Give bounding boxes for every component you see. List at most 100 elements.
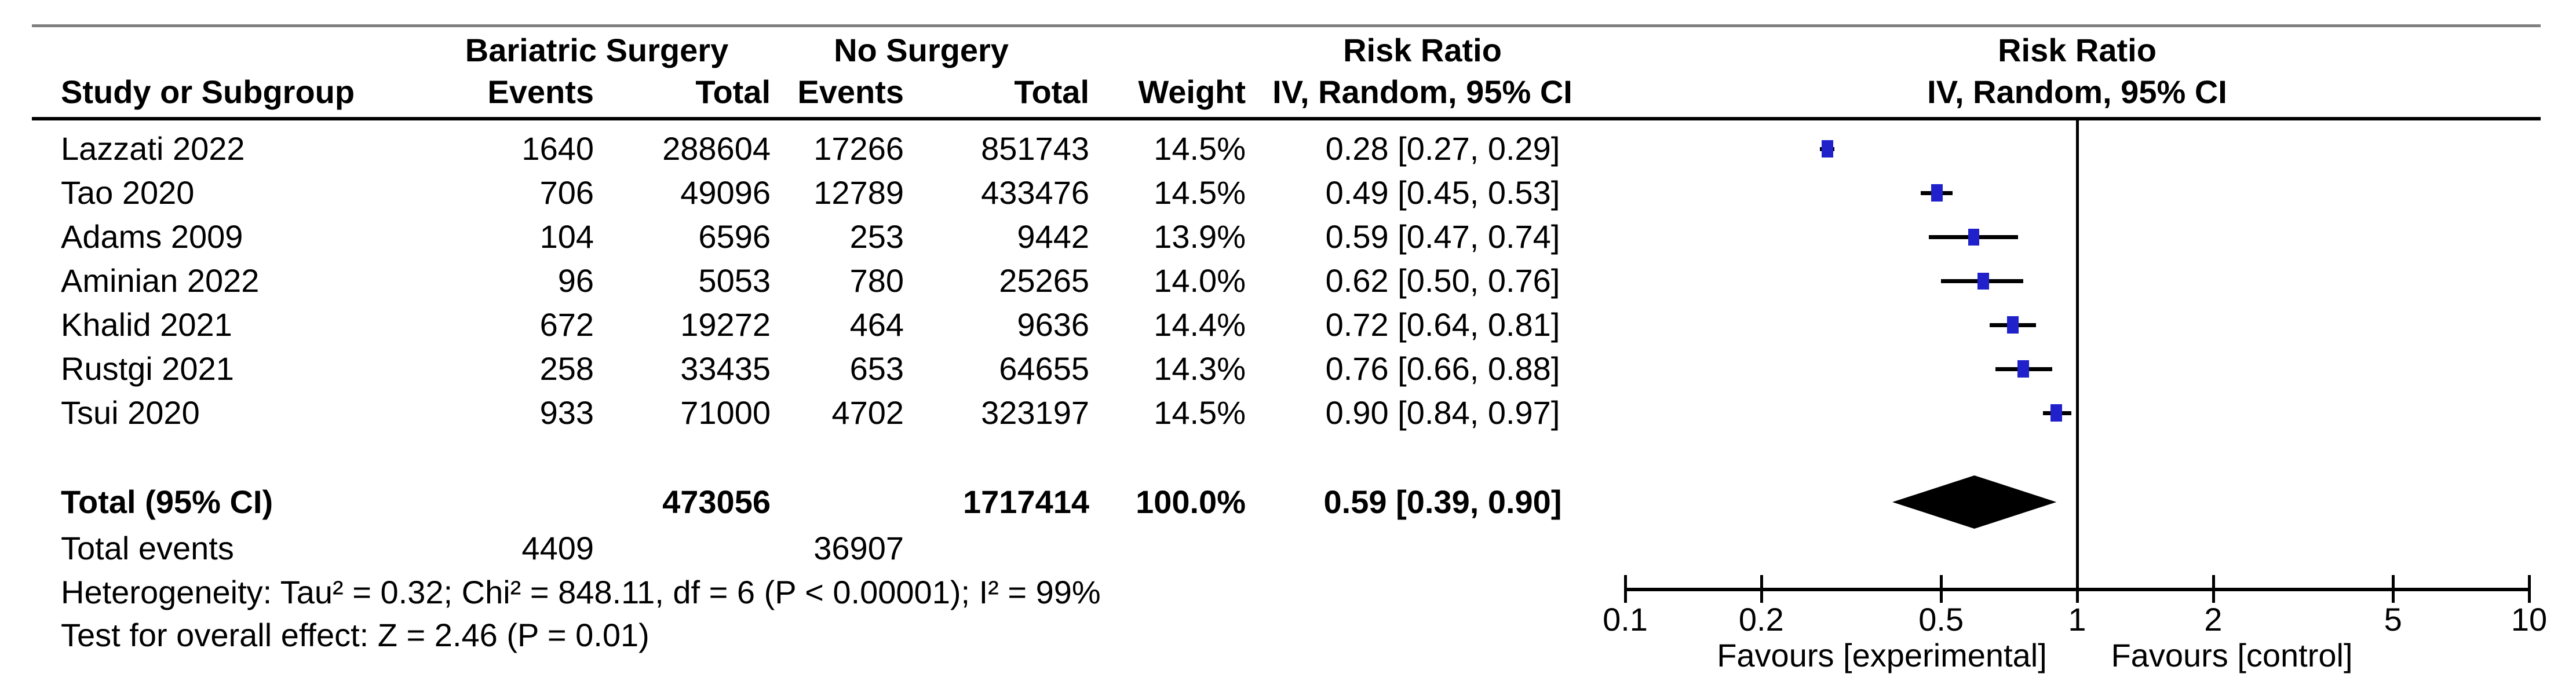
study-name: Aminian 2022 <box>61 262 260 299</box>
events-experimental: 672 <box>539 306 594 343</box>
effect-size-square <box>1968 228 1979 246</box>
plot-header-effect-method: IV, Random, 95% CI <box>1927 74 2227 110</box>
weight-value: 14.4% <box>1154 306 1246 343</box>
x-axis-tick <box>2212 575 2215 603</box>
col-header-effect-method: IV, Random, 95% CI <box>1272 74 1572 110</box>
total-experimental: 33435 <box>680 350 771 387</box>
events-experimental: 104 <box>539 218 594 255</box>
x-axis-tick <box>2528 575 2531 603</box>
total-experimental: 71000 <box>680 394 771 431</box>
total-control: 25265 <box>999 262 1089 299</box>
study-row: Khalid 2021 672 19272 464 9636 14.4% 0.7… <box>0 303 1680 347</box>
x-axis-tick <box>1624 575 1627 603</box>
total-control: 9636 <box>1017 306 1089 343</box>
study-row: Lazzati 2022 1640 288604 17266 851743 14… <box>0 127 1680 171</box>
study-row: Tsui 2020 933 71000 4702 323197 14.5% 0.… <box>0 391 1680 435</box>
events-control: 780 <box>849 262 904 299</box>
summary-diamond <box>1892 475 2057 529</box>
x-axis-tick <box>2392 575 2395 603</box>
effect-estimate-text: 0.62 [0.50, 0.76] <box>1325 262 1560 299</box>
total-control: 433476 <box>981 174 1089 211</box>
events-control: 464 <box>849 306 904 343</box>
overall-effect-note: Test for overall effect: Z = 2.46 (P = 0… <box>61 617 650 653</box>
study-rows: Lazzati 2022 1640 288604 17266 851743 14… <box>0 127 1680 435</box>
col-header-total-control: Total <box>1014 74 1089 110</box>
total-label: Total (95% CI) <box>61 484 273 520</box>
plot-column-title: Risk Ratio <box>1998 32 2157 68</box>
study-name: Rustgi 2021 <box>61 350 234 387</box>
total-weight: 100.0% <box>1136 484 1246 520</box>
top-rule <box>32 24 2541 27</box>
favours-control-label: Favours [control] <box>2111 637 2353 673</box>
total-experimental: 6596 <box>698 218 771 255</box>
study-name: Tsui 2020 <box>61 394 200 431</box>
study-row: Aminian 2022 96 5053 780 25265 14.0% 0.6… <box>0 259 1680 303</box>
weight-value: 14.0% <box>1154 262 1246 299</box>
effect-estimate-text: 0.76 [0.66, 0.88] <box>1325 350 1560 387</box>
col-header-events-experimental: Events <box>487 74 594 110</box>
total-events-experimental: 4409 <box>521 530 594 566</box>
weight-value: 14.5% <box>1154 130 1246 167</box>
effect-size-square <box>2017 360 2030 378</box>
col-header-weight: Weight <box>1138 74 1246 110</box>
study-name: Lazzati 2022 <box>61 130 245 167</box>
effect-estimate-text: 0.49 [0.45, 0.53] <box>1325 174 1560 211</box>
total-row: Total (95% CI) 473056 1717414 100.0% 0.5… <box>0 480 1680 524</box>
effect-estimate-text: 0.28 [0.27, 0.29] <box>1325 130 1560 167</box>
effect-size-square <box>1977 272 1990 290</box>
x-axis-tick-label: 0.2 <box>1738 601 1784 638</box>
effect-column-title: Risk Ratio <box>1343 32 1502 68</box>
x-axis-tick-label: 1 <box>2068 601 2086 638</box>
events-experimental: 96 <box>557 262 594 299</box>
effect-size-square <box>1931 184 1943 202</box>
col-header-study: Study or Subgroup <box>61 74 355 110</box>
x-axis-tick-label: 10 <box>2511 601 2548 638</box>
events-experimental: 706 <box>539 174 594 211</box>
total-control: 851743 <box>981 130 1089 167</box>
total-control: 64655 <box>999 350 1089 387</box>
total-events-row: Total events 4409 36907 <box>0 526 1680 570</box>
effect-estimate-text: 0.90 [0.84, 0.97] <box>1325 394 1560 431</box>
x-axis-tick <box>1760 575 1763 603</box>
x-axis-tick-label: 0.5 <box>1918 601 1964 638</box>
total-events-control: 36907 <box>813 530 904 566</box>
total-control: 323197 <box>981 394 1089 431</box>
study-row: Adams 2009 104 6596 253 9442 13.9% 0.59 … <box>0 215 1680 259</box>
total-control-n: 1717414 <box>962 484 1089 520</box>
total-experimental-n: 473056 <box>662 484 771 520</box>
events-control: 4702 <box>831 394 904 431</box>
events-control: 253 <box>849 218 904 255</box>
events-control: 12789 <box>813 174 904 211</box>
events-control: 17266 <box>813 130 904 167</box>
no-effect-line <box>2076 120 2079 591</box>
study-name: Tao 2020 <box>61 174 195 211</box>
total-events-label: Total events <box>61 530 234 566</box>
weight-value: 14.3% <box>1154 350 1246 387</box>
effect-estimate-text: 0.59 [0.47, 0.74] <box>1325 218 1560 255</box>
x-axis-tick-label: 5 <box>2384 601 2402 638</box>
effect-size-square <box>1821 140 1833 158</box>
x-axis-tick <box>2076 575 2079 603</box>
favours-experimental-label: Favours [experimental] <box>1717 637 2047 673</box>
total-effect-estimate: 0.59 [0.39, 0.90] <box>1323 484 1562 520</box>
study-row: Tao 2020 706 49096 12789 433476 14.5% 0.… <box>0 171 1680 215</box>
total-experimental: 288604 <box>662 130 771 167</box>
total-experimental: 49096 <box>680 174 771 211</box>
effect-size-square <box>2006 316 2019 334</box>
group-header-control: No Surgery <box>834 32 1009 68</box>
heterogeneity-note: Heterogeneity: Tau² = 0.32; Chi² = 848.1… <box>61 574 1101 610</box>
col-header-total-experimental: Total <box>695 74 771 110</box>
header-underline <box>32 117 2541 120</box>
study-name: Khalid 2021 <box>61 306 232 343</box>
study-row: Rustgi 2021 258 33435 653 64655 14.3% 0.… <box>0 347 1680 391</box>
effect-estimate-text: 0.72 [0.64, 0.81] <box>1325 306 1560 343</box>
group-header-experimental: Bariatric Surgery <box>465 32 729 68</box>
events-experimental: 933 <box>539 394 594 431</box>
events-experimental: 1640 <box>521 130 594 167</box>
weight-value: 13.9% <box>1154 218 1246 255</box>
events-experimental: 258 <box>539 350 594 387</box>
total-experimental: 5053 <box>698 262 771 299</box>
col-header-events-control: Events <box>797 74 904 110</box>
